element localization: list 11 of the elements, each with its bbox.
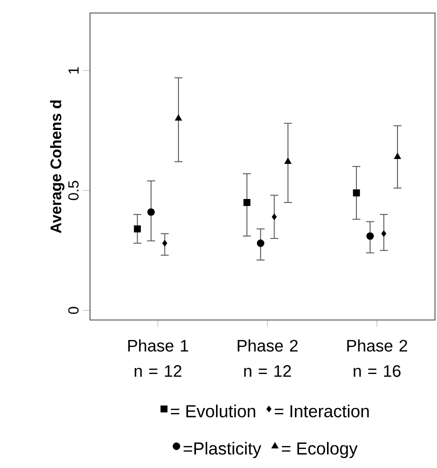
y-tick-label: 1 <box>68 67 79 74</box>
legend-label: = Ecology <box>282 442 358 458</box>
x-tick-label: Phase 1 n = 12 <box>128 339 188 377</box>
y-tick-label: 0 <box>68 306 79 314</box>
y-axis-title: Average Cohens d <box>50 100 64 234</box>
y-tick-label: 0.5 <box>68 180 79 200</box>
x-tick-label: Phase 2 n = 12 <box>238 339 298 377</box>
legend-label: = Interaction <box>274 404 369 418</box>
legend-label: =Plasticity <box>184 442 262 458</box>
legend-label: = Evolution <box>170 404 256 418</box>
x-tick-label: Phase 2 n = 16 <box>347 339 408 377</box>
